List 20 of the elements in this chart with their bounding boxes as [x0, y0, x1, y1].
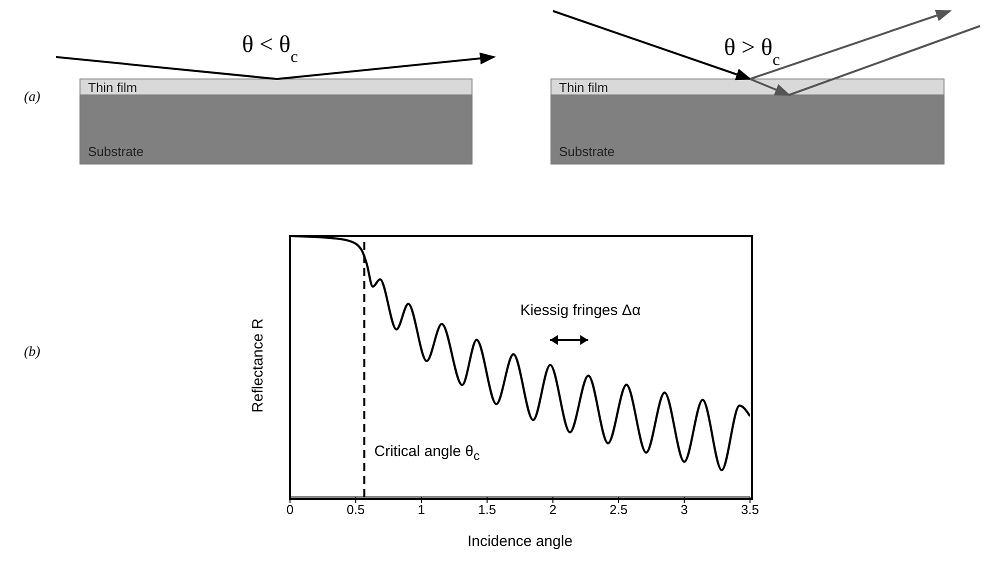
text: Thin film [88, 80, 138, 95]
text: Substrate [559, 144, 615, 159]
x-tick-label: 3.5 [740, 502, 760, 518]
x-tick-label: 1 [418, 502, 426, 518]
x-tick-label: 1.5 [478, 502, 496, 518]
text: θ > θ$_{c}$ [724, 35, 780, 68]
text: Substrate [88, 144, 144, 159]
x-tick-label: 3 [680, 502, 688, 518]
annotation: Kiessig fringes Δα [520, 302, 641, 319]
ref-line-label: Critical angle θ$_{c}$ [374, 442, 480, 463]
text: Thin film [559, 80, 608, 95]
x-tick-label: 0 [286, 502, 294, 518]
text: θ < θ$_{c}$ [242, 32, 298, 66]
y-axis-title: Reflectance R [250, 316, 266, 414]
text: (b) [24, 345, 40, 361]
x-tick-label: 0.5 [346, 502, 365, 518]
x-tick-label: 2.5 [610, 502, 628, 518]
x-tick-label: 2 [549, 502, 556, 518]
text: (a) [24, 90, 41, 105]
x-axis-title: Incidence angle [466, 533, 574, 550]
